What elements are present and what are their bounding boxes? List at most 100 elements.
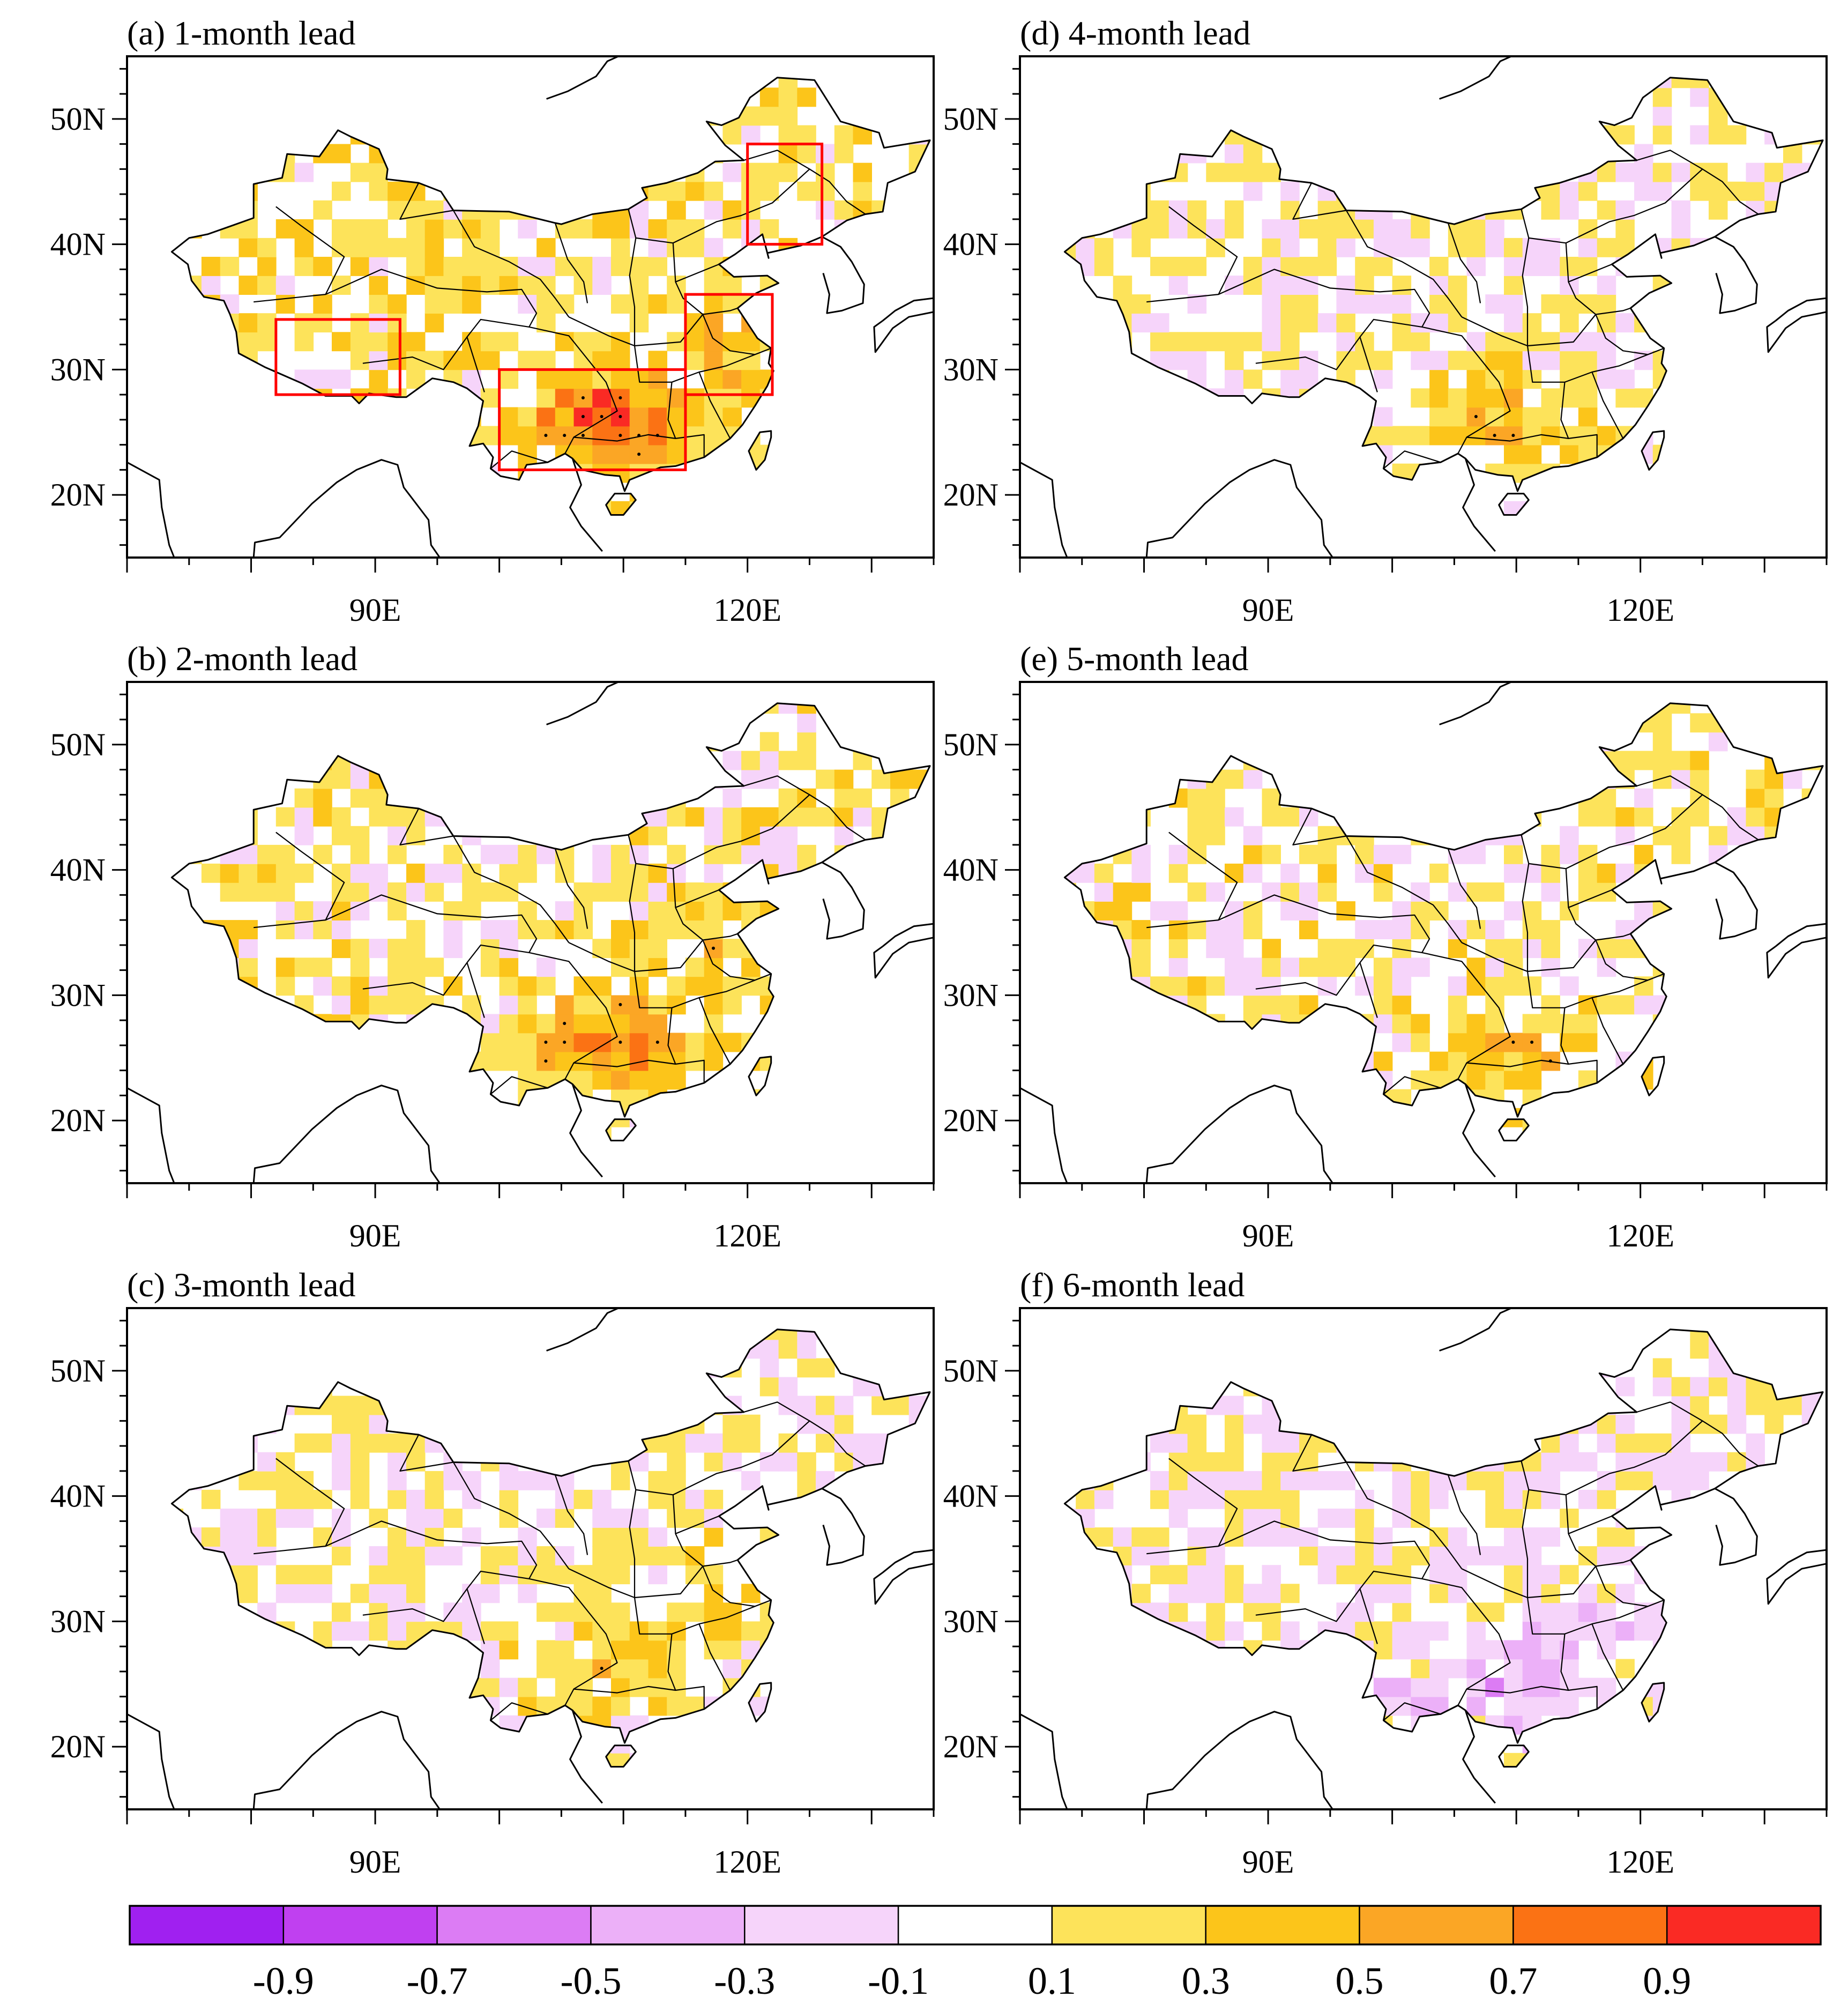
field-cell bbox=[294, 1565, 314, 1585]
coastline bbox=[873, 937, 934, 979]
field-cell bbox=[388, 332, 407, 352]
field-cell bbox=[1355, 976, 1374, 996]
field-cell bbox=[239, 957, 258, 977]
field-cell bbox=[629, 976, 649, 996]
field-cell bbox=[1206, 162, 1225, 182]
field-cell bbox=[1560, 1677, 1579, 1697]
field-cell bbox=[1187, 844, 1207, 864]
field-cell bbox=[1187, 257, 1207, 276]
field-cell bbox=[518, 1471, 537, 1490]
field-cell bbox=[667, 1070, 686, 1090]
field-cell bbox=[1150, 1546, 1169, 1565]
field-cell bbox=[685, 1546, 705, 1565]
field-cell bbox=[388, 976, 407, 996]
field-cell bbox=[778, 1339, 798, 1359]
field-cell bbox=[350, 939, 370, 959]
field-cell bbox=[1615, 125, 1635, 145]
field-cell bbox=[1317, 863, 1337, 883]
field-cell bbox=[592, 257, 612, 276]
field-cell bbox=[1783, 144, 1802, 164]
field-cell bbox=[1634, 807, 1653, 827]
field-cell bbox=[853, 181, 872, 201]
province-boundary bbox=[1383, 1076, 1441, 1095]
field-cell bbox=[1615, 369, 1635, 389]
field-cell bbox=[443, 920, 463, 939]
field-cell bbox=[648, 1565, 667, 1585]
colorbar-label: -0.3 bbox=[714, 1959, 775, 2002]
lat-label: 20N bbox=[943, 1103, 998, 1138]
field-cell bbox=[1541, 1640, 1560, 1660]
coastline bbox=[1766, 937, 1827, 979]
field-cell bbox=[1336, 1546, 1355, 1565]
lat-label: 30N bbox=[943, 977, 998, 1013]
field-cell bbox=[778, 826, 798, 845]
field-cell bbox=[1280, 181, 1300, 201]
field-cell bbox=[350, 219, 370, 239]
field-cell bbox=[648, 1696, 667, 1716]
field-cell bbox=[350, 844, 370, 864]
field-cell bbox=[1652, 181, 1672, 201]
field-cell bbox=[1243, 844, 1263, 864]
field-cell bbox=[294, 162, 314, 182]
field-cell bbox=[388, 351, 407, 370]
field-cell bbox=[722, 388, 742, 408]
field-cell bbox=[1206, 1452, 1225, 1472]
field-cell bbox=[313, 1433, 332, 1453]
field-cell bbox=[1541, 388, 1560, 408]
lat-label: 20N bbox=[50, 1103, 106, 1138]
coastline bbox=[126, 1087, 175, 1184]
field-cell bbox=[462, 1527, 481, 1547]
field-cell bbox=[424, 351, 444, 370]
field-cell bbox=[313, 313, 332, 333]
field-cell bbox=[518, 901, 537, 920]
field-cell bbox=[611, 920, 630, 939]
field-cell bbox=[1504, 1640, 1523, 1660]
field-cell bbox=[1652, 751, 1672, 770]
field-cell bbox=[1466, 882, 1486, 902]
highlight-region-box bbox=[746, 143, 824, 246]
field-cell bbox=[1727, 1377, 1747, 1397]
field-cell bbox=[1355, 844, 1374, 864]
field-cell bbox=[1187, 807, 1207, 827]
field-cell bbox=[275, 863, 295, 883]
field-cell bbox=[555, 1621, 575, 1641]
province-boundary bbox=[1595, 940, 1648, 981]
province-boundary bbox=[673, 794, 866, 870]
field-cell bbox=[1168, 276, 1188, 295]
field-cell bbox=[1168, 976, 1188, 996]
field-cell bbox=[1597, 369, 1616, 389]
colorbar-swatch bbox=[897, 1905, 1053, 1946]
field-cell bbox=[667, 1452, 686, 1472]
field-cell bbox=[1634, 788, 1653, 808]
field-cell bbox=[1317, 313, 1337, 333]
field-cell bbox=[220, 1509, 240, 1528]
field-cell bbox=[648, 939, 667, 959]
field-cell bbox=[611, 863, 630, 883]
field-cell bbox=[592, 1640, 612, 1660]
field-cell bbox=[1243, 863, 1263, 883]
province-boundary bbox=[1560, 382, 1569, 439]
coastline bbox=[1145, 1085, 1333, 1184]
field-cell bbox=[350, 769, 370, 789]
field-cell bbox=[1243, 1602, 1263, 1622]
field-cell bbox=[1094, 257, 1114, 276]
lat-label: 40N bbox=[943, 227, 998, 262]
field-cell bbox=[611, 1677, 630, 1697]
province-boundary bbox=[1255, 336, 1361, 370]
field-cell bbox=[592, 332, 612, 352]
field-cell bbox=[350, 351, 370, 370]
field-cell bbox=[332, 920, 351, 939]
field-cell bbox=[480, 332, 500, 352]
field-cell bbox=[462, 1602, 481, 1622]
field-cell bbox=[1485, 995, 1504, 1015]
field-cell bbox=[369, 294, 388, 314]
field-cell bbox=[536, 1659, 556, 1679]
field-cell bbox=[1448, 882, 1467, 902]
field-cell bbox=[1597, 807, 1616, 827]
field-cell bbox=[1597, 939, 1616, 959]
field-cell bbox=[332, 901, 351, 920]
field-cell bbox=[592, 1602, 612, 1622]
field-cell bbox=[1373, 369, 1393, 389]
field-cell bbox=[1392, 276, 1412, 295]
colorbar-swatch bbox=[1512, 1905, 1668, 1946]
